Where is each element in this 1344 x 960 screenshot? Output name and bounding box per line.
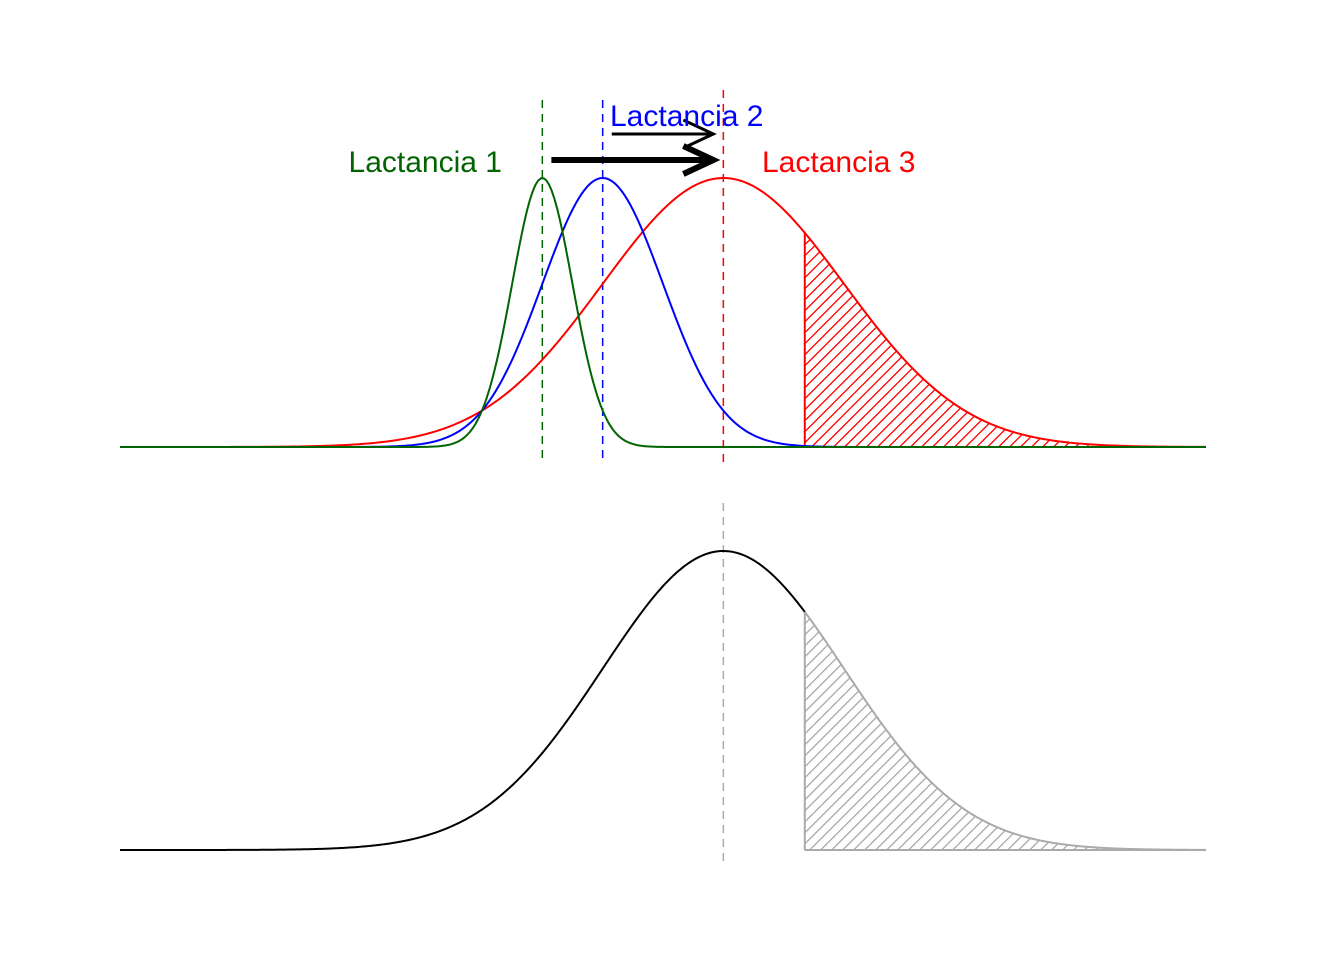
- curve-lactancia-3: [120, 176, 1207, 448]
- label-lactancia-1: Lactancia 1: [349, 146, 502, 179]
- bottom-panel: [120, 503, 1206, 865]
- label-lactancia-2: Lactancia 2: [610, 100, 763, 133]
- label-lactancia-3: Lactancia 3: [762, 146, 915, 179]
- curve-combined-tail: [803, 611, 1206, 851]
- arrow-thin: [611, 118, 717, 150]
- curve-lactancia-1: [120, 177, 1206, 448]
- curve-lactancia-2: [120, 177, 1206, 448]
- curve-combined: [120, 550, 806, 851]
- top-panel: [120, 90, 1207, 462]
- arrow-thick: [551, 143, 721, 177]
- combined-tail-hatch: [804, 611, 1206, 850]
- series-labels: Lactancia 1 Lactancia 2 Lactancia 3: [349, 100, 916, 179]
- lactancia-3-tail-hatch: [804, 232, 1206, 447]
